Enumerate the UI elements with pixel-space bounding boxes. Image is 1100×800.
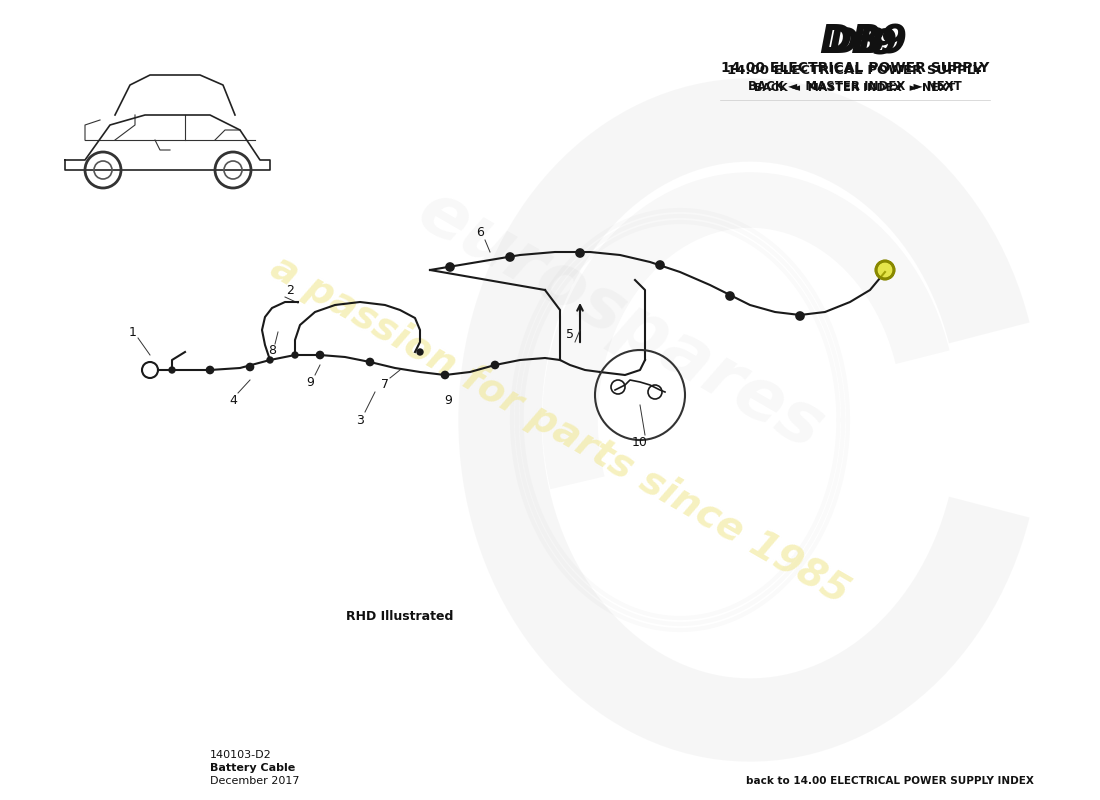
Text: 7: 7	[381, 378, 389, 391]
Circle shape	[417, 349, 424, 355]
Text: December 2017: December 2017	[210, 776, 299, 786]
Circle shape	[441, 371, 449, 378]
Circle shape	[446, 263, 454, 271]
Text: 10: 10	[632, 435, 648, 449]
Circle shape	[796, 312, 804, 320]
Circle shape	[726, 292, 734, 300]
Text: 1: 1	[129, 326, 136, 338]
Text: 9: 9	[872, 26, 898, 60]
Circle shape	[492, 362, 498, 369]
Text: DB: DB	[820, 23, 881, 61]
Text: 14.00 ELECTRICAL POWER SUPPLY: 14.00 ELECTRICAL POWER SUPPLY	[727, 63, 982, 77]
Text: eurospares: eurospares	[405, 176, 835, 464]
Circle shape	[169, 367, 175, 373]
Text: back to 14.00 ELECTRICAL POWER SUPPLY INDEX: back to 14.00 ELECTRICAL POWER SUPPLY IN…	[746, 776, 1034, 786]
Circle shape	[292, 352, 298, 358]
Text: 140103-D2: 140103-D2	[210, 750, 272, 760]
Circle shape	[576, 249, 584, 257]
Text: 4: 4	[229, 394, 236, 406]
Circle shape	[246, 363, 253, 370]
Text: BACK ◄  MASTER INDEX  ► NEXT: BACK ◄ MASTER INDEX ► NEXT	[755, 83, 956, 93]
Circle shape	[876, 261, 894, 279]
Text: RHD Illustrated: RHD Illustrated	[346, 610, 453, 623]
Circle shape	[207, 366, 213, 374]
Text: 2: 2	[286, 283, 294, 297]
Text: 9: 9	[880, 23, 906, 61]
Text: a passion for parts since 1985: a passion for parts since 1985	[264, 248, 856, 612]
Text: 9: 9	[444, 394, 452, 406]
Text: 14.00 ELECTRICAL POWER SUPPLY: 14.00 ELECTRICAL POWER SUPPLY	[720, 61, 989, 75]
Text: 6: 6	[476, 226, 484, 238]
Circle shape	[366, 358, 374, 366]
Circle shape	[506, 253, 514, 261]
Circle shape	[267, 357, 273, 363]
Circle shape	[656, 261, 664, 269]
Text: BACK ◄  MASTER INDEX  ► NEXT: BACK ◄ MASTER INDEX ► NEXT	[748, 81, 961, 94]
Text: DB: DB	[828, 26, 886, 60]
Text: 5: 5	[566, 329, 574, 342]
Text: 3: 3	[356, 414, 364, 426]
Text: Battery Cable: Battery Cable	[210, 763, 295, 773]
Text: 9: 9	[306, 375, 313, 389]
Text: 8: 8	[268, 343, 276, 357]
Circle shape	[317, 351, 323, 358]
